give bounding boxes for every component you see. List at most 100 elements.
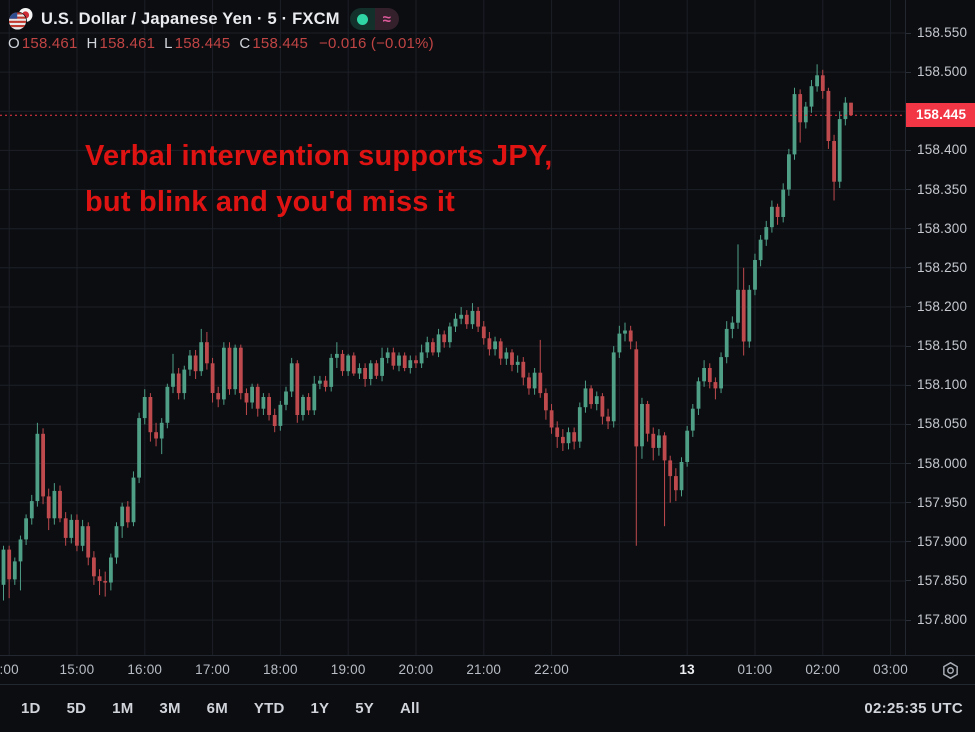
time-axis-label: 19:00 [330,662,366,677]
range-button-6m[interactable]: 6M [206,699,228,717]
candle [176,368,181,400]
candle [730,316,735,339]
price-axis[interactable]: 158.445 158.550 158.500 158.400 158.350 158.… [905,0,975,655]
candle [498,338,503,365]
candle [561,429,565,451]
candle [470,303,475,329]
price-axis-label: 158.050 [917,416,968,432]
delayed-data-icon: ≈ [374,8,399,30]
candle [233,344,238,395]
candle [419,344,424,368]
time-axis-label: 16:00 [127,662,163,677]
range-button-1d[interactable]: 1D [21,699,41,717]
candle [775,203,780,225]
candle [589,385,593,409]
candle [849,102,853,116]
candle [515,355,520,373]
range-button-5d[interactable]: 5D [66,699,87,717]
candle [125,501,130,528]
candle [611,346,616,428]
time-axis-label: :00 [0,662,19,677]
time-axis[interactable]: :00 15:00 16:00 17:00 18:00 19:00 20:00 21:00 22… [0,655,975,684]
candle [52,483,57,525]
candle [12,557,17,585]
candle [594,391,599,411]
price-axis-tick [906,580,911,582]
candle [532,368,537,395]
candle [606,408,610,430]
range-button-ytd[interactable]: YTD [253,699,285,717]
candle [165,383,170,429]
candle [114,522,119,564]
candle [713,377,718,400]
candle [335,342,339,368]
candle [142,389,147,425]
candle [278,400,283,431]
range-button-1m[interactable]: 1M [112,699,134,717]
candle [261,393,266,415]
candle [103,571,108,597]
candle [792,87,797,160]
price-axis-tick [906,541,911,543]
candle [402,352,407,372]
utc-clock[interactable]: 02:25:35 UTC [864,699,963,717]
time-axis-label: 15:00 [59,662,95,677]
price-axis-tick [906,345,911,347]
candle [205,332,209,370]
chart-legend: U.S. Dollar / Japanese Yen · 5 · FXCM ≈ … [8,6,434,52]
candlestick-chart[interactable] [0,0,906,655]
candle [549,404,554,434]
candle [544,388,548,420]
price-axis-tick [906,306,911,308]
candle [628,325,633,350]
candle [289,357,294,397]
candle [75,514,79,552]
price-axis-tick [906,228,911,230]
price-axis-label: 158.300 [917,220,968,236]
time-axis-label: 02:00 [805,662,841,677]
time-axis-label: 18:00 [262,662,298,677]
last-price-tag: 158.445 [906,103,975,128]
candle [431,338,435,356]
range-button-all[interactable]: All [400,699,420,717]
price-axis-tick [906,423,911,425]
candle [481,321,486,345]
text-annotation[interactable]: Verbal intervention supports JPY, but bl… [85,133,553,225]
time-axis-label: 17:00 [195,662,230,677]
candle [453,313,458,332]
candle [702,360,706,387]
candle [538,339,543,398]
candle [510,349,514,372]
market-status-pill[interactable]: ≈ [349,8,399,30]
candle [41,428,45,505]
candle [436,328,441,358]
candle [764,220,769,246]
candle [640,397,644,459]
axis-settings-gear-icon[interactable] [940,660,961,681]
candle [137,412,141,484]
price-axis-label: 158.200 [917,298,968,314]
annotation-line-1: Verbal intervention supports JPY, [85,140,553,172]
symbol-title[interactable]: U.S. Dollar / Japanese Yen · 5 · FXCM [41,9,340,28]
market-open-dot-icon [349,8,375,30]
candle [442,330,447,348]
candle [1,545,6,601]
price-axis-label: 158.150 [917,338,968,354]
range-button-5y[interactable]: 5Y [355,699,375,717]
price-axis-tick [906,71,911,73]
candle [798,89,803,143]
candle [46,488,51,531]
candle [92,551,96,585]
candle [63,512,68,546]
candle [583,380,588,413]
candle [741,267,746,356]
candle [171,353,175,394]
candle [414,355,418,368]
low-label: L [164,35,173,52]
range-button-1y[interactable]: 1Y [310,699,330,717]
price-axis-label: 158.500 [917,64,968,80]
range-button-3m[interactable]: 3M [159,699,181,717]
candle [493,336,497,356]
candle [340,350,345,376]
candle [385,347,390,364]
